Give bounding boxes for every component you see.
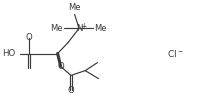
Text: +: + — [80, 22, 87, 31]
Text: O: O — [57, 62, 64, 71]
Text: N: N — [76, 24, 82, 33]
Text: Me: Me — [50, 24, 63, 33]
Text: Me: Me — [68, 3, 81, 12]
Text: HO: HO — [2, 49, 15, 58]
Text: O: O — [26, 33, 32, 42]
Text: Me: Me — [94, 24, 107, 33]
Text: Cl$^-$: Cl$^-$ — [167, 48, 184, 59]
Text: O: O — [68, 86, 74, 95]
